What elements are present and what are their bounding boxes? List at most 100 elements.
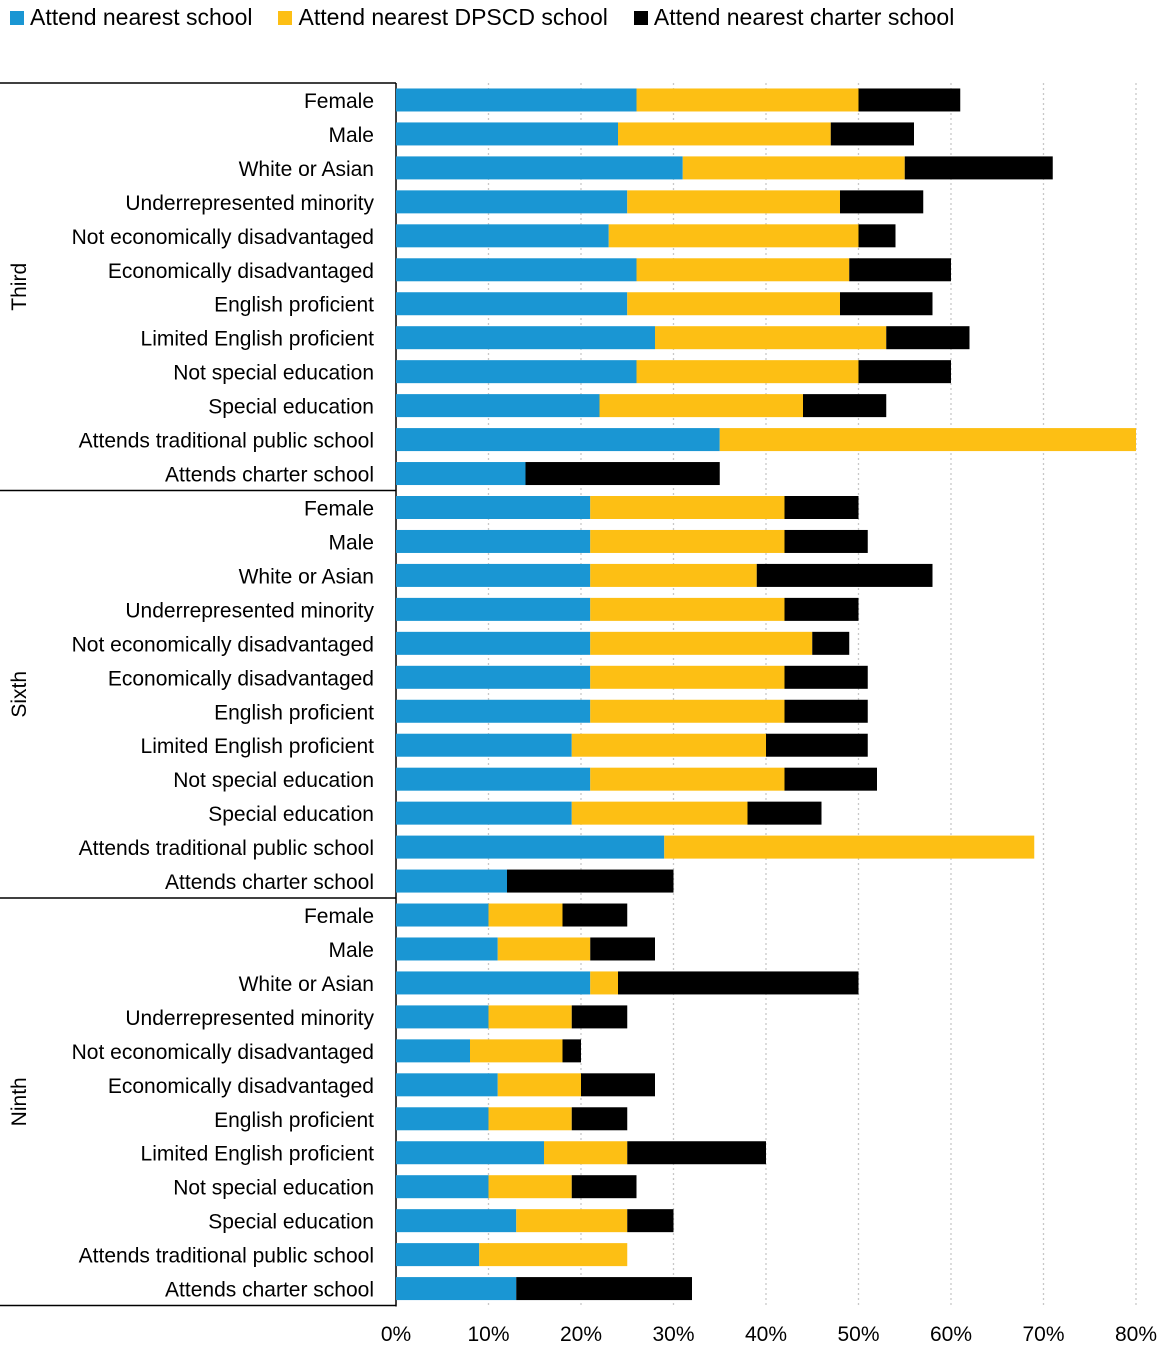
bar-segment — [627, 292, 840, 316]
bar-segment — [590, 767, 785, 791]
bar-segment — [571, 1005, 628, 1029]
bar-segment — [627, 1209, 674, 1233]
category-label: English proficient — [214, 294, 374, 317]
bar-segment — [396, 699, 591, 723]
group-label: Ninth — [8, 1077, 31, 1126]
category-label: Attends traditional public school — [79, 1245, 374, 1268]
x-tick-label: 80% — [1115, 1323, 1157, 1346]
bar-segment — [590, 563, 757, 587]
bar-segment — [396, 1209, 517, 1233]
category-label: Underrepresented minority — [125, 1007, 374, 1030]
bar-segment — [766, 733, 868, 757]
bar-segment — [488, 1005, 572, 1029]
category-label: Economically disadvantaged — [108, 1075, 374, 1098]
chart-legend: Attend nearest school Attend nearest DPS… — [10, 4, 954, 31]
category-label: Economically disadvantaged — [108, 667, 374, 690]
category-label: Limited English proficient — [141, 328, 375, 351]
legend-swatch-dpscd — [278, 10, 293, 25]
bar-segment — [396, 1141, 544, 1165]
category-label: Economically disadvantaged — [108, 260, 374, 283]
bar-segment — [590, 631, 813, 655]
category-label: Male — [328, 124, 374, 147]
category-label: Not economically disadvantaged — [72, 1041, 374, 1064]
bar-segment — [636, 258, 850, 282]
bar-segment — [886, 326, 970, 350]
bar-segment — [396, 1073, 498, 1097]
x-tick-label: 60% — [930, 1323, 972, 1346]
bar-segment — [396, 529, 591, 553]
legend-item-charter: Attend nearest charter school — [633, 4, 955, 31]
bar-segment — [590, 971, 618, 995]
bar-segment — [396, 1005, 489, 1029]
category-label: White or Asian — [239, 565, 374, 588]
bar-segment — [396, 733, 572, 757]
bar-segment — [682, 156, 905, 180]
bar-segment — [516, 1277, 692, 1301]
bar-segment — [655, 326, 887, 350]
bar-segment — [396, 937, 498, 961]
bar-segment — [396, 1175, 489, 1199]
legend-swatch-nearest — [10, 10, 24, 25]
bar-segment — [840, 190, 924, 214]
category-label: Female — [304, 90, 374, 113]
legend-label-dpscd: Attend nearest DPSCD school — [298, 4, 608, 30]
bar-segment — [571, 1175, 637, 1199]
bar-segment — [858, 360, 951, 384]
bar-segment — [396, 360, 637, 384]
x-tick-label: 50% — [837, 1323, 879, 1346]
bar-segment — [396, 1039, 470, 1063]
bar-segment — [396, 903, 489, 927]
bar-segment — [470, 1039, 563, 1063]
bar-segment — [590, 699, 785, 723]
bar-segment — [396, 597, 591, 621]
bar-segment — [849, 258, 951, 282]
category-labels: Female Male White or Asian Underrepresented… — [72, 90, 375, 1302]
bar-segment — [497, 1073, 581, 1097]
bar-segment — [590, 937, 655, 961]
bar-segment — [803, 394, 887, 418]
bar-segment — [784, 767, 877, 791]
x-tick-label: 40% — [745, 1323, 787, 1346]
category-label: White or Asian — [239, 973, 374, 996]
bar-segment — [396, 292, 628, 316]
bar-segment — [396, 835, 665, 859]
bar-segment — [396, 971, 591, 995]
category-label: Limited English proficient — [141, 1143, 375, 1166]
bar-segment — [571, 733, 766, 757]
bar-segment — [590, 496, 785, 519]
category-label: Attends charter school — [165, 871, 374, 894]
bar-segment — [396, 1107, 489, 1131]
bar-segment — [719, 428, 1136, 452]
bar-segment — [756, 563, 933, 587]
legend-item-nearest: Attend nearest school — [10, 4, 252, 31]
bar-segment — [571, 1107, 628, 1131]
bar-segment — [830, 122, 914, 146]
bar-segment — [396, 428, 720, 452]
bar-segment — [396, 326, 655, 350]
bar-segment — [812, 631, 850, 655]
bar-segment — [497, 937, 591, 961]
category-label: Not special education — [173, 362, 374, 385]
category-label: Not special education — [173, 769, 374, 792]
legend-item-dpscd: Attend nearest DPSCD school — [278, 4, 608, 31]
bar-segment — [636, 360, 859, 384]
category-label: Special education — [208, 1211, 374, 1234]
bar-segment — [516, 1209, 628, 1233]
bar-segment — [562, 1039, 581, 1063]
x-tick-label: 10% — [467, 1323, 509, 1346]
category-label: Female — [304, 905, 374, 928]
bar-segment — [599, 394, 803, 418]
bar-segment — [590, 529, 785, 553]
bars — [396, 88, 1136, 1301]
bar-segment — [618, 971, 859, 995]
bar-segment — [784, 597, 859, 621]
legend-label-charter: Attend nearest charter school — [653, 4, 955, 30]
category-label: White or Asian — [239, 158, 374, 181]
x-tick-label: 20% — [560, 1323, 602, 1346]
bar-segment — [636, 88, 859, 112]
category-label: Limited English proficient — [141, 735, 375, 758]
bar-segment — [396, 631, 591, 655]
bar-segment — [904, 156, 1053, 180]
category-label: Attends charter school — [165, 1279, 374, 1302]
category-label: Underrepresented minority — [125, 192, 374, 215]
